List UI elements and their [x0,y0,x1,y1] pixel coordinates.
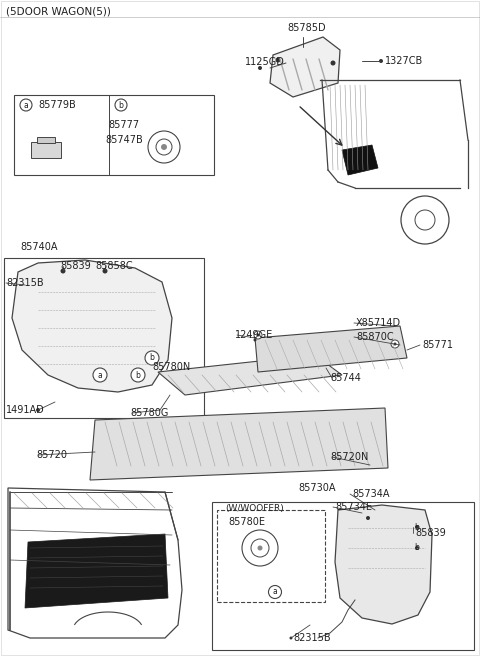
Polygon shape [8,488,182,638]
Text: 85720N: 85720N [330,452,368,462]
Text: 82315B: 82315B [293,633,331,643]
Text: 85771: 85771 [422,340,453,350]
Text: 82315B: 82315B [6,278,44,288]
Circle shape [331,60,336,66]
Circle shape [36,408,40,412]
Circle shape [254,331,262,339]
Polygon shape [342,145,378,175]
Circle shape [276,58,280,62]
Text: 85780G: 85780G [130,408,168,418]
Circle shape [93,368,107,382]
Circle shape [145,351,159,365]
Circle shape [161,144,167,150]
Circle shape [115,99,127,111]
Circle shape [242,530,278,566]
Text: b: b [415,522,420,531]
Circle shape [289,636,292,640]
Bar [14,95,214,175]
Polygon shape [255,326,407,372]
Circle shape [60,268,65,274]
Text: 85839: 85839 [415,528,446,538]
Text: b: b [135,371,141,380]
Text: b: b [415,544,420,552]
Circle shape [415,210,435,230]
Text: 85740A: 85740A [20,242,58,252]
Text: 85730A: 85730A [298,483,336,493]
Bar [217,510,325,602]
Text: (5DOOR WAGON(5)): (5DOOR WAGON(5)) [6,6,111,16]
Circle shape [410,541,423,554]
Text: 85734E: 85734E [335,502,372,512]
Circle shape [103,268,108,274]
Circle shape [415,546,419,550]
Text: 85734A: 85734A [352,489,389,499]
Polygon shape [158,355,342,395]
Text: 85780E: 85780E [228,517,265,527]
Circle shape [131,368,145,382]
Circle shape [258,66,262,70]
Text: b: b [150,354,155,363]
Text: X85714D: X85714D [356,318,401,328]
Polygon shape [12,260,172,392]
Text: 85777: 85777 [108,120,140,130]
Text: 85744: 85744 [330,373,361,383]
Circle shape [401,196,449,244]
Bar [37,137,55,143]
Text: 85858C: 85858C [95,261,132,271]
Text: 85747B: 85747B [105,135,143,145]
Text: 1125GD: 1125GD [245,57,285,67]
Circle shape [251,539,269,557]
Circle shape [415,525,419,529]
Circle shape [268,586,281,598]
Text: 1327CB: 1327CB [385,56,423,66]
Text: a: a [97,371,102,380]
Polygon shape [25,534,168,608]
Text: 85870C: 85870C [356,332,394,342]
Text: 85785D: 85785D [287,23,325,33]
Polygon shape [90,408,388,480]
Text: 85839: 85839 [60,261,91,271]
Circle shape [257,546,263,550]
Bar [212,502,474,650]
Text: a: a [273,588,277,596]
Polygon shape [335,505,432,624]
Circle shape [391,340,399,348]
Circle shape [256,333,260,337]
Text: 1249GE: 1249GE [235,330,273,340]
Circle shape [394,342,396,346]
Circle shape [148,131,180,163]
Bar [4,258,204,418]
Circle shape [156,139,172,155]
Circle shape [253,338,256,342]
Polygon shape [270,37,340,97]
Text: b: b [119,100,123,110]
Circle shape [23,283,27,287]
Text: (W/WOOFER): (W/WOOFER) [225,504,284,512]
Text: 85779B: 85779B [38,100,76,110]
Bar [31,142,61,158]
Circle shape [410,520,423,533]
Text: 85720: 85720 [36,450,67,460]
Circle shape [366,516,370,520]
Circle shape [379,59,383,63]
Text: a: a [24,100,28,110]
Text: 85780N: 85780N [152,362,190,372]
Circle shape [20,99,32,111]
Text: 1491AD: 1491AD [6,405,45,415]
